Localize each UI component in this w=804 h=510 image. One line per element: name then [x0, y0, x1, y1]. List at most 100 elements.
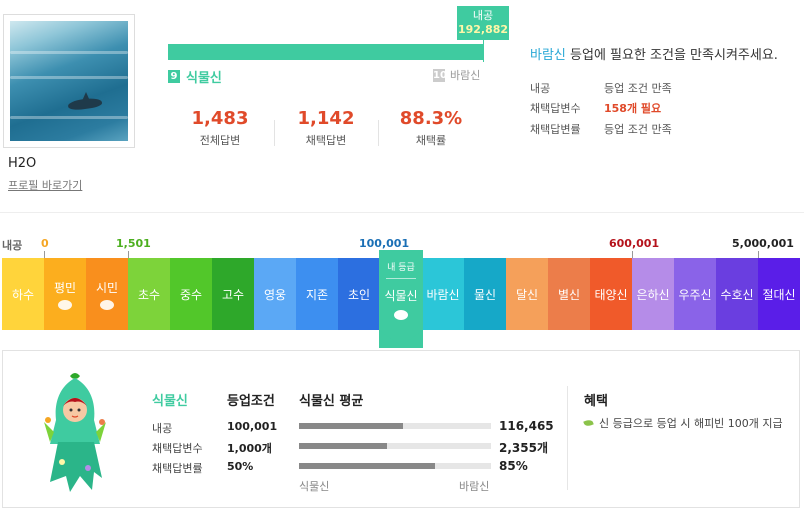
profile-photo[interactable]	[3, 14, 135, 148]
condition-title-text: 등업에 필요한 조건을 만족시켜주세요.	[565, 48, 778, 63]
condition-value: 158개 필요	[604, 102, 662, 115]
grade-name: 하수	[11, 287, 35, 302]
condition-row: 채택답변수 158개 필요	[530, 100, 661, 116]
grade-12[interactable]: 물신	[464, 258, 506, 330]
detail-row-condition: 100,001	[227, 420, 278, 433]
grade-2[interactable]: 평민	[44, 258, 86, 330]
detail-row-key: 내공	[152, 422, 173, 435]
detail-row-average: 85%	[499, 459, 528, 473]
grade-name: 영웅	[263, 287, 287, 302]
grade-11[interactable]: 바람신	[422, 258, 464, 330]
grade-name: 은하신	[636, 287, 670, 302]
grade-name: 중수	[179, 287, 203, 302]
detail-row-average: 116,465	[499, 419, 554, 433]
grade-name: 초인	[347, 287, 371, 302]
threshold-tick	[632, 251, 633, 258]
dolphin-image	[67, 96, 103, 112]
grade-name: 달신	[515, 287, 539, 302]
grade-3[interactable]: 시민	[86, 258, 128, 330]
average-bar-fill	[299, 463, 435, 469]
next-grade-name: 바람신	[530, 48, 566, 63]
condition-key: 채택답변률	[530, 123, 581, 136]
ocean-image	[10, 21, 128, 141]
stat-selection-rate: 88.3% 채택률	[385, 108, 477, 148]
grade-9[interactable]: 초인	[338, 258, 380, 330]
stat-label: 전체답변	[199, 134, 241, 147]
section-divider	[0, 212, 804, 213]
threshold-tick	[44, 251, 45, 258]
progress-bar	[168, 44, 484, 60]
detail-row-average: 2,355개	[499, 441, 548, 455]
current-grade-arrow	[379, 330, 423, 346]
axis-right-label: 바람신	[459, 480, 490, 493]
stat-value: 1,142	[297, 108, 355, 129]
grade-badge-icon	[100, 299, 114, 310]
stat-label: 채택률	[415, 134, 447, 147]
condition-row: 채택답변률 등업 조건 만족	[530, 121, 672, 137]
tooltip-label: 내공	[472, 9, 494, 22]
threshold-tick	[128, 251, 129, 258]
grade-name: 평민	[53, 280, 77, 295]
leaf-icon	[583, 418, 594, 428]
grade-6[interactable]: 고수	[212, 258, 254, 330]
grade-13[interactable]: 달신	[506, 258, 548, 330]
grade-1[interactable]: 하수	[2, 258, 44, 330]
threshold-label: 600,001	[609, 237, 660, 250]
grade-4[interactable]: 초수	[128, 258, 170, 330]
detail-row-condition: 50%	[227, 460, 254, 473]
average-header: 식물신 평균	[299, 394, 364, 409]
stat-value: 88.3%	[399, 108, 463, 129]
stat-label: 채택답변	[305, 134, 347, 147]
username: H2O	[8, 156, 37, 171]
grade-name: 우주신	[678, 287, 712, 302]
grade-7[interactable]: 영웅	[254, 258, 296, 330]
threshold-label: 5,000,001	[732, 237, 794, 250]
next-level: 10 바람신	[433, 67, 480, 83]
grade-name: 별신	[557, 287, 581, 302]
current-grade-name: 식물신	[384, 289, 418, 303]
grade-8[interactable]: 지존	[296, 258, 338, 330]
grade-5[interactable]: 중수	[170, 258, 212, 330]
threshold-tick	[758, 251, 759, 258]
average-bar-fill	[299, 443, 387, 449]
grade-badge-icon	[58, 299, 72, 310]
average-bar-fill	[299, 423, 403, 429]
grade-19[interactable]: 절대신	[758, 258, 800, 330]
condition-header: 등업조건	[227, 394, 275, 409]
upgrade-condition-title: 바람신 등업에 필요한 조건을 만족시켜주세요.	[530, 44, 778, 63]
next-level-number: 10	[433, 68, 447, 82]
condition-value: 등업 조건 만족	[604, 82, 672, 95]
stat-selected-answers: 1,142 채택답변	[280, 108, 372, 148]
grade-16[interactable]: 은하신	[632, 258, 674, 330]
grade-name: 고수	[221, 287, 245, 302]
grade-name: 절대신	[762, 287, 796, 302]
benefit-item: 신 등급으로 등업 시 해피빈 100개 지급	[583, 415, 783, 431]
threshold-label: 내공	[2, 239, 23, 252]
grade-14[interactable]: 별신	[548, 258, 590, 330]
benefit-title: 혜택	[584, 394, 608, 409]
profile-link[interactable]: 프로필 바로가기	[8, 179, 83, 192]
grade-name: 초수	[137, 287, 161, 302]
detail-row-condition: 1,000개	[227, 442, 272, 455]
plant-god-character-icon	[44, 373, 106, 492]
next-level-name: 바람신	[450, 69, 481, 82]
stat-value: 1,483	[191, 108, 249, 129]
threshold-label: 100,001	[359, 237, 410, 250]
grade-18[interactable]: 수호신	[716, 258, 758, 330]
panel-divider	[567, 386, 568, 490]
grade-badge-icon	[394, 310, 408, 320]
grade-name: 바람신	[426, 287, 460, 302]
current-level-number: 9	[168, 70, 180, 83]
tooltip-value: 192,882	[457, 23, 509, 36]
progress-tooltip: 내공 192,882	[457, 6, 509, 40]
grade-17[interactable]: 우주신	[674, 258, 716, 330]
condition-key: 채택답변수	[530, 102, 581, 115]
average-bar-track	[299, 443, 491, 449]
current-level: 9 식물신	[168, 67, 222, 86]
grade-name: 수호신	[720, 287, 754, 302]
grade-15[interactable]: 태양신	[590, 258, 632, 330]
grade-name: 물신	[473, 287, 497, 302]
stat-total-answers: 1,483 전체답변	[174, 108, 266, 148]
my-grade-label: 내 등급	[387, 263, 415, 273]
grade-name: 시민	[95, 280, 119, 295]
